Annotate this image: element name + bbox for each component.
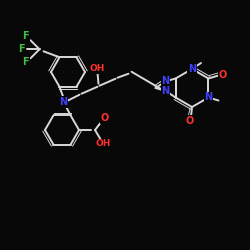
Text: N: N [204,92,212,102]
Text: F: F [22,57,29,67]
Text: N: N [162,86,170,96]
Text: OH: OH [95,140,111,148]
Text: N: N [188,64,196,74]
Text: O: O [101,113,109,123]
Text: OH: OH [90,64,105,73]
Text: O: O [186,116,194,126]
Text: N: N [60,97,68,107]
Text: N: N [162,76,170,86]
Text: F: F [22,31,29,41]
Text: F: F [18,44,25,54]
Text: O: O [218,70,226,80]
